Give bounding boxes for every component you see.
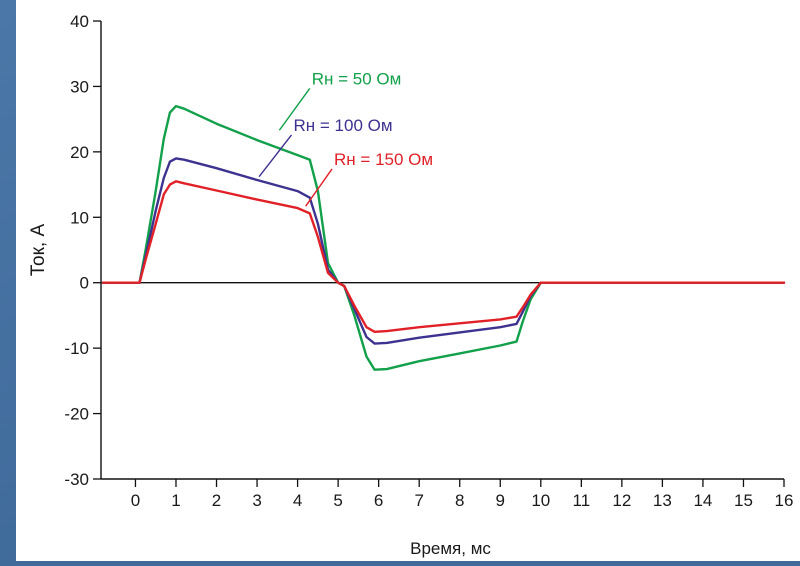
x-tick-label: 15 [734, 491, 753, 510]
series-line-1 [101, 104, 786, 371]
y-tick-label: 30 [70, 77, 89, 96]
chart-panel: -30 -20 -10 0 10 20 30 40 0 1 2 3 4 5 6 7 8 9 10 11 12 13 14 15… [16, 0, 800, 561]
x-tick-label: 12 [612, 491, 631, 510]
annotation-label-2: Rн = 100 Ом [294, 116, 393, 135]
x-tick-label: 3 [252, 491, 261, 510]
annotation-leader-2 [258, 134, 293, 178]
y-tick-label: 20 [70, 143, 89, 162]
x-tick-label: 4 [293, 491, 302, 510]
annotations-layer: Rн = 50 Ом Rн = 100 Ом Rн = 150 Ом [258, 69, 433, 207]
annotation-label-3: Rн = 150 Ом [334, 150, 433, 169]
series-line-3 [101, 180, 786, 333]
x-tick-label: 0 [131, 491, 140, 510]
annotation-leader-3 [305, 168, 333, 207]
y-tick-label: 0 [80, 274, 89, 293]
x-tick-label: 1 [171, 491, 180, 510]
y-tick-label: 40 [70, 12, 89, 31]
x-axis-label: Время, мс [410, 539, 491, 558]
y-tick-label: -10 [64, 339, 89, 358]
series-layer [101, 104, 786, 371]
x-tick-label: 2 [212, 491, 221, 510]
x-tick-label: 16 [775, 491, 794, 510]
y-axis-label: Ток, А [28, 224, 49, 277]
annotation-label-1: Rн = 50 Ом [312, 69, 402, 88]
series-line-2 [101, 157, 786, 345]
x-tick-label: 7 [414, 491, 423, 510]
annotation-leader-1 [278, 88, 311, 131]
x-tick-label: 9 [496, 491, 505, 510]
y-tick-label: -30 [64, 470, 89, 489]
x-tick-label: 11 [573, 491, 591, 510]
x-tick-label: 6 [374, 491, 383, 510]
x-tick-label: 8 [455, 491, 464, 510]
x-tick-label: 13 [653, 491, 672, 510]
x-tick-label: 14 [693, 491, 712, 510]
x-tick-label: 10 [531, 491, 550, 510]
y-tick-label: -20 [64, 405, 89, 424]
x-tick-label: 5 [333, 491, 342, 510]
y-tick-label: 10 [70, 208, 89, 227]
